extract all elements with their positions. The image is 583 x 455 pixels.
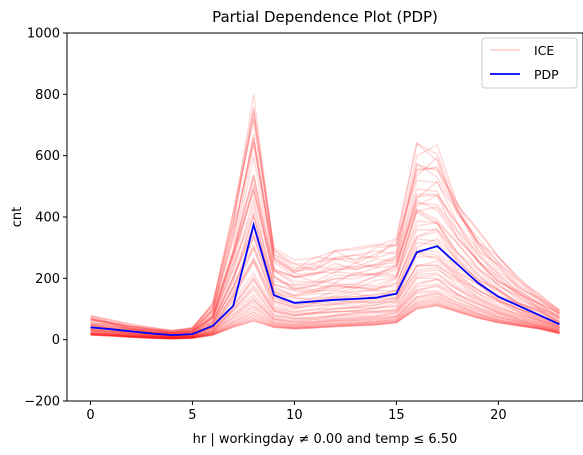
ice-line	[90, 302, 560, 340]
ice-line	[90, 300, 560, 340]
pdp-point	[130, 331, 132, 333]
ice-line	[90, 285, 560, 339]
ice-line	[90, 174, 560, 335]
pdp-line	[90, 221, 560, 337]
ice-line	[90, 273, 560, 338]
x-tick-label: 10	[286, 408, 303, 423]
ice-line	[90, 292, 560, 339]
y-axis-label: cnt	[10, 207, 25, 227]
pdp-point	[110, 328, 112, 330]
ice-line	[90, 303, 560, 340]
ice-curves	[90, 94, 560, 340]
ice-line	[90, 143, 560, 334]
y-axis: −200 0 200 400 600 800 1000	[24, 27, 67, 410]
pdp-point	[538, 314, 540, 316]
pdp-point	[273, 294, 275, 296]
y-tick-label: 400	[35, 211, 60, 226]
ice-line	[90, 295, 560, 339]
ice-line	[90, 266, 560, 338]
pdp-point	[253, 224, 255, 226]
ice-line	[90, 299, 560, 340]
ice-line	[90, 278, 560, 339]
pdp-point	[518, 305, 520, 307]
x-axis-label: hr | workingday ≠ 0.00 and temp ≤ 6.50	[193, 432, 458, 447]
ice-line	[90, 107, 560, 332]
ice-line	[90, 245, 560, 337]
y-tick-label: 0	[52, 333, 60, 348]
ice-line	[90, 296, 560, 340]
ice-line	[90, 177, 560, 335]
pdp-point	[375, 297, 377, 299]
ice-line	[90, 112, 560, 332]
ice-line	[90, 297, 560, 340]
x-tick-label: 5	[188, 408, 196, 423]
ice-line	[90, 94, 560, 332]
pdp-point	[457, 264, 459, 266]
ice-line	[90, 174, 560, 334]
ice-line	[90, 143, 560, 334]
pdp-point	[477, 282, 479, 284]
x-tick-label: 15	[388, 408, 405, 423]
pdp-point	[192, 333, 194, 335]
pdp-point	[334, 299, 336, 301]
ice-line	[90, 291, 560, 339]
y-tick-label: 1000	[27, 27, 60, 42]
ice-line	[90, 260, 560, 338]
x-axis: 0 5 10 15 20	[86, 401, 507, 423]
pdp-point	[355, 298, 357, 300]
ice-line	[90, 133, 560, 333]
legend-box	[481, 37, 578, 89]
x-tick-label: 20	[490, 408, 507, 423]
legend-ice-label: ICE	[534, 43, 554, 58]
y-tick-label: 800	[35, 88, 60, 103]
ice-line	[90, 203, 560, 335]
pdp-point	[294, 302, 296, 304]
ice-line	[90, 259, 560, 338]
pdp-point	[559, 324, 561, 326]
pdp-point	[436, 245, 438, 247]
pdp-point	[151, 333, 153, 335]
ice-line	[90, 138, 560, 333]
y-tick-label: −200	[24, 395, 60, 410]
ice-line	[90, 185, 560, 334]
ice-line	[90, 283, 560, 339]
pdp-point	[416, 252, 418, 254]
ice-line	[90, 257, 560, 337]
pdp-point	[171, 334, 173, 336]
ice-line	[90, 284, 560, 339]
pdp-point	[396, 293, 398, 295]
ice-line	[90, 278, 560, 339]
ice-line	[90, 188, 560, 335]
ice-line	[90, 155, 560, 335]
ice-line	[90, 293, 560, 339]
ice-line	[90, 183, 560, 335]
ice-line	[90, 277, 560, 338]
ice-line	[90, 243, 560, 337]
ice-line	[90, 304, 560, 340]
x-tick-label: 0	[86, 408, 94, 423]
legend-pdp-label: PDP	[534, 67, 559, 82]
pdp-point	[232, 305, 234, 307]
pdp-curve-group	[90, 221, 561, 337]
ice-line	[90, 256, 560, 338]
ice-line	[90, 301, 560, 340]
ice-line	[90, 289, 560, 339]
ice-line	[90, 272, 560, 338]
ice-line	[90, 246, 560, 337]
pdp-point	[90, 327, 92, 329]
pdp-point	[314, 301, 316, 303]
y-tick-label: 200	[35, 272, 60, 287]
pdp-point	[498, 296, 500, 298]
ice-line	[90, 137, 560, 334]
ice-line	[90, 118, 560, 332]
y-tick-label: 600	[35, 149, 60, 164]
ice-line	[90, 305, 560, 340]
ice-line	[90, 119, 560, 333]
ice-line	[90, 304, 560, 340]
ice-line	[90, 108, 560, 333]
chart-title: Partial Dependence Plot (PDP)	[212, 8, 438, 26]
legend: ICE PDP	[481, 37, 578, 89]
pdp-point	[212, 325, 214, 327]
